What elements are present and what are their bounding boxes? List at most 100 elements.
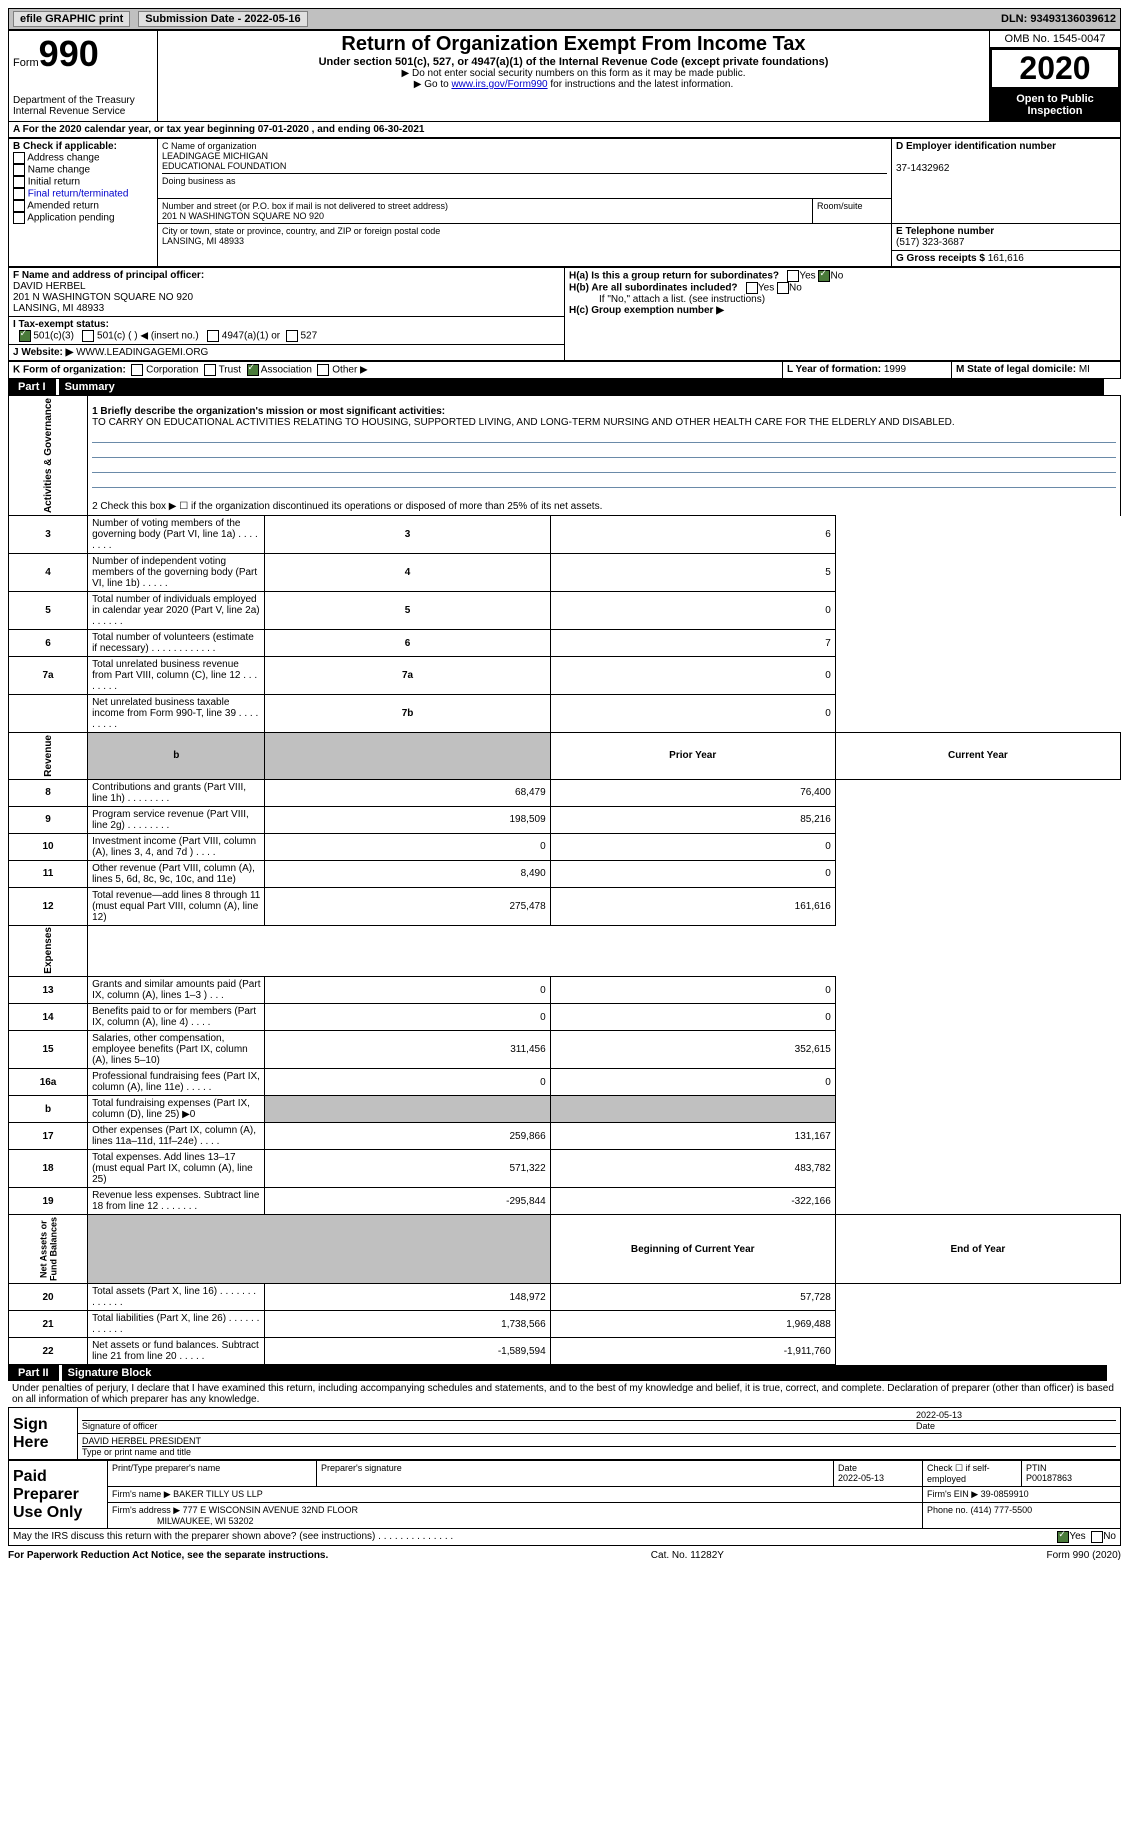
row-num: 9 [9,806,88,833]
check-initial[interactable] [13,176,25,188]
box-c-label: C Name of organization [162,141,257,151]
box-b-label: B Check if applicable: [13,141,117,152]
row-num: 13 [9,977,88,1004]
curr-val: -1,911,760 [550,1338,835,1365]
row-key: 6 [265,630,550,657]
row-num: 12 [9,887,88,925]
check-address-change[interactable] [13,152,25,164]
room-suite-label: Room/suite [813,199,892,224]
no-3: No [1103,1531,1116,1543]
prior-val: 259,866 [265,1123,550,1150]
prior-val: 68,479 [265,779,550,806]
part1-header: Part I Summary [8,379,1121,395]
opt-name: Name change [28,165,90,176]
form-title: Return of Organization Exempt From Incom… [162,33,985,56]
hb-yes[interactable] [746,282,758,294]
form-header-table: Form990 Department of the Treasury Inter… [8,30,1121,122]
box-d-label: D Employer identification number [896,141,1056,152]
part1-tag: Part I [8,379,56,395]
check-other[interactable] [317,364,329,376]
opt-assoc: Association [261,365,312,376]
perjury-decl: Under penalties of perjury, I declare th… [8,1381,1121,1407]
firm-addr2: MILWAUKEE, WI 53202 [157,1516,254,1526]
officer-table: F Name and address of principal officer:… [8,267,1121,361]
box-l-label: L Year of formation: [787,364,884,375]
row-val: 0 [550,695,835,733]
check-amended[interactable] [13,200,25,212]
box-k-label: K Form of organization: [13,365,126,376]
prior-header: Prior Year [550,733,835,780]
state-domicile: MI [1079,364,1090,375]
box-f-label: F Name and address of principal officer: [13,270,204,281]
row-text: Benefits paid to or for members (Part IX… [88,1004,265,1031]
prior-val: 0 [265,1069,550,1096]
phone-value: (517) 323-3687 [896,237,964,248]
money-row: 8Contributions and grants (Part VIII, li… [9,779,1121,806]
opt-amended: Amended return [27,201,99,212]
check-4947[interactable] [207,330,219,342]
check-501c[interactable] [82,330,94,342]
discuss-row: May the IRS discuss this return with the… [8,1529,1121,1546]
tax-period: A For the 2020 calendar year, or tax yea… [8,122,1121,138]
prior-val: 311,456 [265,1031,550,1069]
addr-label: Number and street (or P.O. box if mail i… [162,201,448,211]
opt-501c3: 501(c)(3) [33,331,74,342]
check-trust[interactable] [204,364,216,376]
row-text: Net unrelated business taxable income fr… [88,695,265,733]
footer-right: Form 990 (2020) [1047,1550,1121,1561]
hb-no[interactable] [777,282,789,294]
section-na: Net Assets or Fund Balances [9,1215,88,1284]
open-inspection: Open to Public Inspection [990,89,1120,121]
prior-val [265,1096,550,1123]
part2-title: Signature Block [62,1365,1107,1381]
prior-val: 148,972 [265,1284,550,1311]
grey-spacer [265,733,550,780]
footer-left: For Paperwork Reduction Act Notice, see … [8,1550,328,1561]
org-name: LEADINGAGE MICHIGAN EDUCATIONAL FOUNDATI… [162,151,286,171]
check-pending[interactable] [13,212,25,224]
begin-header: Beginning of Current Year [550,1215,835,1284]
money-row: 13Grants and similar amounts paid (Part … [9,977,1121,1004]
discuss-yes[interactable] [1057,1531,1069,1543]
row-text: Number of voting members of the governin… [88,516,265,554]
check-final[interactable] [13,188,25,200]
ha-yes[interactable] [787,270,799,282]
phone-label: Phone no. [927,1505,971,1515]
row-key: 5 [265,592,550,630]
opt-corp: Corporation [146,365,198,376]
check-name-change[interactable] [13,164,25,176]
check-assoc[interactable] [247,364,259,376]
row-text: Total expenses. Add lines 13–17 (must eq… [88,1150,265,1188]
row-val: 5 [550,554,835,592]
prior-val: 0 [265,833,550,860]
sig-officer-label: Signature of officer [82,1421,916,1431]
row-text: Total assets (Part X, line 16) . . . . .… [88,1284,265,1311]
discuss-no[interactable] [1091,1531,1103,1543]
curr-val: 76,400 [550,779,835,806]
money-row: 18Total expenses. Add lines 13–17 (must … [9,1150,1121,1188]
type-name-label: Type or print name and title [82,1447,1116,1457]
irs-link[interactable]: www.irs.gov/Form990 [451,79,547,90]
check-527[interactable] [286,330,298,342]
ha-no[interactable] [818,270,830,282]
prior-val: 198,509 [265,806,550,833]
prep-date: 2022-05-13 [838,1473,884,1483]
money-row: 14Benefits paid to or for members (Part … [9,1004,1121,1031]
paid-preparer-label: Paid Preparer Use Only [9,1461,108,1529]
curr-val: 57,728 [550,1284,835,1311]
sign-here-label: Sign Here [9,1408,78,1460]
check-501c3[interactable] [19,330,31,342]
check-corp[interactable] [131,364,143,376]
submission-date: Submission Date - 2022-05-16 [138,11,307,27]
row-num: 8 [9,779,88,806]
box-m-label: M State of legal domicile: [956,364,1079,375]
row-text: Total revenue—add lines 8 through 11 (mu… [88,887,265,925]
officer-addr2: LANSING, MI 48933 [13,303,104,314]
section-exp: Expenses [9,925,88,977]
na-spacer [88,1215,551,1284]
period-text: For the 2020 calendar year, or tax year … [23,124,425,135]
row-text: Total liabilities (Part X, line 26) . . … [88,1311,265,1338]
footer-mid: Cat. No. 11282Y [651,1550,724,1561]
row-text: Total fundraising expenses (Part IX, col… [88,1096,265,1123]
current-header: Current Year [835,733,1120,780]
